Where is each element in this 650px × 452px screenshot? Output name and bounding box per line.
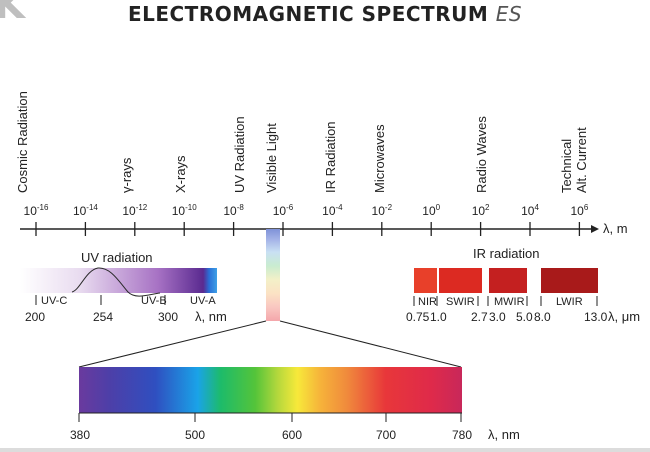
ir-unit: λ, μm xyxy=(608,309,640,324)
category-visible: Visible Light xyxy=(264,123,279,193)
ir-band-nir: NIR xyxy=(418,296,437,308)
main-axis: 10-16 10-14 10-12 10-10 10-8 10-6 10-4 10-2 100 1… xyxy=(20,203,628,236)
visible-tick-780: 780 xyxy=(452,428,472,442)
category-gamma: γ-rays xyxy=(119,157,134,193)
main-axis-tick-label: 10-4 xyxy=(322,203,343,218)
ir-bar-nir xyxy=(414,268,437,293)
visible-spectrum-bar xyxy=(79,367,462,413)
ir-tick-5-0: 5.0 xyxy=(516,310,533,324)
ir-band-lwir: LWIR xyxy=(556,296,583,308)
uv-inset: UV radiation UV-C UV-B UV-A 200 254 300 … xyxy=(20,250,227,324)
ir-inset-title: IR radiation xyxy=(473,246,539,261)
main-axis-tick-label: 10-10 xyxy=(172,203,197,218)
logo-letter: K xyxy=(0,0,25,28)
main-axis-tick-label: 104 xyxy=(521,203,539,218)
main-axis-tick-label: 100 xyxy=(422,203,440,218)
uv-band-b: UV-B xyxy=(141,295,167,307)
ir-bar-swir xyxy=(439,268,482,293)
visible-tick-380: 380 xyxy=(70,428,90,442)
uv-band-c: UV-C xyxy=(41,295,67,307)
category-technical: Technical xyxy=(559,139,574,193)
main-axis-tick-label: 10-14 xyxy=(73,203,98,218)
uv-band-a: UV-A xyxy=(190,295,216,307)
category-xray: X-rays xyxy=(173,155,188,193)
main-axis-tick-label: 106 xyxy=(570,203,588,218)
ir-bar-mwir xyxy=(489,268,527,293)
visible-light-strip xyxy=(266,229,280,321)
main-axis-tick-label: 102 xyxy=(472,203,490,218)
category-radio: Radio Waves xyxy=(474,116,489,193)
category-technical-line2: Alt. Current xyxy=(574,127,589,193)
ir-tick-3-0: 3.0 xyxy=(489,310,506,324)
ir-bar-lwir xyxy=(541,268,598,293)
uv-tick-label-200: 200 xyxy=(25,310,45,324)
zoom-line-right xyxy=(279,320,462,368)
uv-unit: λ, nm xyxy=(195,309,227,324)
ir-tick-1-0: 1.0 xyxy=(430,310,447,324)
main-axis-tick-label: 10-6 xyxy=(273,203,294,218)
zoom-line-left xyxy=(78,320,267,368)
visible-inset: 380 500 600 700 780 λ, nm xyxy=(70,367,520,442)
category-ir: IR Radiation xyxy=(323,121,338,193)
main-axis-unit: λ, m xyxy=(603,221,628,236)
category-uv: UV Radiation xyxy=(232,116,247,193)
main-axis-tick-label: 10-2 xyxy=(372,203,393,218)
ir-band-mwir: MWIR xyxy=(494,296,525,308)
uv-inset-title: UV radiation xyxy=(81,250,153,265)
ir-inset: IR radiation NIR SWIR MWIR LWIR 0.75 1.0… xyxy=(406,246,640,324)
title-text: ELECTROMAGNETIC SPECTRUM xyxy=(127,2,489,26)
ir-tick-13-0: 13.0 xyxy=(584,310,608,324)
uv-tick-label-300: 300 xyxy=(158,310,178,324)
page-title: ELECTROMAGNETIC SPECTRUM ES xyxy=(0,2,650,26)
ir-tick-0-75: 0.75 xyxy=(406,310,430,324)
category-labels: Cosmic Radiation γ-rays X-rays UV Radiat… xyxy=(15,91,589,193)
title-suffix: ES xyxy=(495,2,523,26)
visible-tick-700: 700 xyxy=(376,428,396,442)
category-microwaves: Microwaves xyxy=(372,124,387,193)
ir-band-swir: SWIR xyxy=(446,296,475,308)
visible-tick-600: 600 xyxy=(282,428,302,442)
ir-tick-2-7: 2.7 xyxy=(471,310,488,324)
ir-tick-8-0: 8.0 xyxy=(534,310,551,324)
visible-tick-500: 500 xyxy=(185,428,205,442)
main-axis-tick-label: 10-8 xyxy=(223,203,244,218)
main-axis-tick-label: 10-12 xyxy=(122,203,147,218)
bottom-border xyxy=(0,448,650,452)
visible-unit: λ, nm xyxy=(488,427,520,442)
uv-absorption-curve xyxy=(71,267,161,297)
category-cosmic: Cosmic Radiation xyxy=(15,91,30,193)
uv-tick-label-254: 254 xyxy=(93,310,113,324)
main-axis-tick-label: 10-16 xyxy=(24,203,49,218)
